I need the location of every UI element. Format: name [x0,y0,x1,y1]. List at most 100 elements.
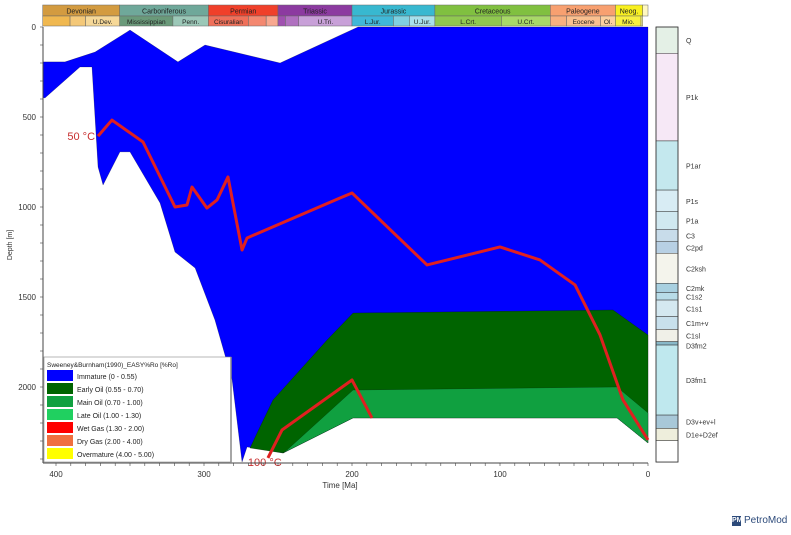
isotherm-line [96,118,650,441]
lithology-label: C1s2 [686,295,702,302]
lithology-label: Q [686,38,692,45]
epoch-cell [69,15,86,27]
legend-item-label: Immature (0 - 0.55) [77,374,137,381]
y-axis-label: Depth [m] [7,230,14,260]
logo-mark-icon: PM [732,515,743,526]
lithology-label: C2pd [686,246,703,253]
legend-item-label: Wet Gas (1.30 - 2.00) [77,426,144,433]
epoch-cell [265,15,279,27]
epoch-label: Ol. [604,19,613,26]
epoch-label: Penn. [182,19,199,26]
lithology-layer [655,140,679,191]
lithology-layer [655,341,679,346]
logo-text: PetroMod [744,515,788,526]
lithology-label: C3 [686,234,695,241]
legend-swatch [47,396,73,407]
epoch-label: Cisuralian [214,19,243,26]
lithology-layer [655,344,679,416]
y-tick-label: 1500 [18,293,36,302]
lithology-layer [655,253,679,284]
lithology-label: C2ksh [686,266,706,273]
lithology-label: P1s [686,199,699,206]
epoch-label: Eocene [573,19,595,26]
isotherm-line [266,378,374,459]
epoch-cell [640,15,643,27]
legend-swatch [47,383,73,394]
epoch-label: U.Crt. [517,19,534,26]
lithology-layer [655,53,679,142]
lithology-label: D3fm1 [686,378,707,385]
lithology-layer [655,211,679,230]
lithology-layer [655,428,679,441]
period-label: Permian [230,9,256,16]
x-tick-label: 0 [646,470,651,479]
epoch-label: L.Jur. [365,19,381,26]
epoch-cell [285,15,299,27]
x-tick-label: 100 [493,470,507,479]
lithology-label: P1k [686,95,699,102]
legend-swatch [47,448,73,459]
epoch-label: L.Crt. [460,19,476,26]
legend-item-label: Early Oil (0.55 - 0.70) [77,387,144,394]
y-tick-label: 0 [32,23,37,32]
lithology-label: C1s1 [686,306,702,313]
x-tick-label: 200 [345,470,359,479]
epoch-label: U.Dev. [93,19,113,26]
period-label: Devonian [66,9,96,16]
lithology-layer [655,189,679,212]
legend-swatch [47,422,73,433]
period-label: Jurassic [381,9,407,16]
epoch-cell [42,15,71,27]
legend-swatch [47,409,73,420]
period-label: Paleogene [566,9,600,16]
period-cell [642,4,649,17]
isotherm-label: 50 °C [67,131,95,143]
lithology-label: D3v+ev+l [686,420,716,427]
lithology-layer [655,316,679,330]
lithology-label: D3fm2 [686,344,707,351]
lithology-label: P1a [686,219,699,226]
legend-item-label: Main Oil (0.70 - 1.00) [77,400,143,407]
period-label: Cretaceous [475,9,511,16]
lithology-layer [655,299,679,317]
lithology-label: P1ar [686,164,701,171]
lithology-column: Q P1k P1ar P1s P1a C3 C2pd C2ksh C2mk C1s2 C1s1 C1m… [655,26,718,463]
y-tick-label: 1000 [18,203,36,212]
lithology-layer [655,292,679,301]
legend-swatch [47,370,73,381]
epoch-cell [393,15,410,27]
lithology-label: D1e+D2ef [686,433,718,440]
x-tick-label: 400 [49,470,63,479]
geologic-timescale: Devonian Carboniferous Permian Triassic Jura… [42,4,649,27]
lithology-column-frame [655,26,679,463]
epoch-label: Mio. [622,19,634,26]
legend-title: Sweeney&Burnham(1990)_EASY%Ro [%Ro] [47,362,178,369]
legend-item-label: Overmature (4.00 - 5.00) [77,452,154,459]
legend-item-label: Late Oil (1.00 - 1.30) [77,413,141,420]
lithology-label: C2mk [686,286,705,293]
epoch-label: U.Tri. [318,19,334,26]
legend-swatch [47,435,73,446]
petromod-logo: PM PetroMod [732,515,787,526]
x-tick-label: 300 [197,470,211,479]
legend-item-label: Dry Gas (2.00 - 4.00) [77,439,143,446]
legend: Sweeney&Burnham(1990)_EASY%Ro [%Ro] Immat… [43,356,232,463]
legend-box [43,356,232,463]
lithology-layer [655,414,679,429]
lithology-layer [655,283,679,293]
lithology-label: C1sl [686,334,700,341]
maturity-zone-main [282,386,649,454]
x-axis-label: Time [Ma] [322,481,357,490]
epoch-cell [277,15,286,27]
epoch-cell [550,15,567,27]
lithology-label: C1m+v [686,321,709,328]
lithology-layer [655,440,679,463]
maturity-zones [42,26,649,463]
lithology-layer [655,229,679,242]
period-label: Carboniferous [142,9,186,16]
y-tick-label: 500 [23,113,37,122]
lithology-layer [655,329,679,342]
